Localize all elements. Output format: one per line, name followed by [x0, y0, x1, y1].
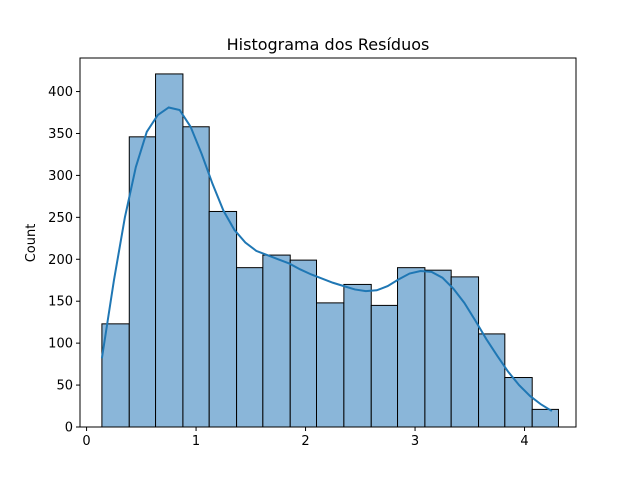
y-tick-label: 150: [48, 295, 73, 310]
histogram-bar-7: [262, 254, 291, 428]
y-tick-label: 250: [48, 211, 73, 226]
histogram-bar-14: [450, 276, 480, 428]
histogram-bar-13: [424, 269, 452, 428]
histogram-bar-5: [208, 210, 238, 428]
histogram-bar-17: [531, 408, 559, 428]
y-tick-label: 50: [56, 379, 73, 394]
chart-title: Histograma dos Resíduos: [227, 35, 430, 54]
histogram-bar-6: [236, 267, 264, 428]
x-axis-ticks: 0 1 2 3 4: [82, 427, 529, 449]
x-tick-label: 3: [411, 434, 419, 449]
x-tick-label: 4: [520, 434, 528, 449]
histogram-bar-1: [101, 323, 130, 428]
histogram-bar-11: [370, 304, 399, 428]
histogram-bar-8: [289, 259, 318, 428]
y-axis-label: Count: [24, 224, 39, 263]
y-tick-label: 400: [48, 85, 73, 100]
histogram-bars: [101, 73, 559, 428]
histogram-bar-2: [128, 136, 157, 428]
y-tick-label: 350: [48, 127, 73, 142]
y-tick-label: 100: [48, 337, 73, 352]
histogram-bar-15: [478, 333, 506, 428]
y-tick-label: 0: [65, 421, 73, 436]
histogram-bar-4: [182, 126, 210, 428]
x-tick-label: 0: [82, 434, 90, 449]
y-tick-label: 200: [48, 253, 73, 268]
x-tick-label: 2: [301, 434, 309, 449]
y-tick-label: 300: [48, 169, 73, 184]
y-axis-ticks: 0 50 100 150 200 250 300 350 400: [48, 85, 80, 436]
histogram-bar-10: [343, 283, 372, 428]
plot-frame: [79, 57, 577, 428]
histogram-bar-12: [397, 267, 426, 428]
kde-curve: [100, 106, 553, 412]
x-tick-label: 1: [192, 434, 200, 449]
histogram-bar-3: [155, 73, 184, 428]
histogram-bar-9: [316, 302, 345, 428]
